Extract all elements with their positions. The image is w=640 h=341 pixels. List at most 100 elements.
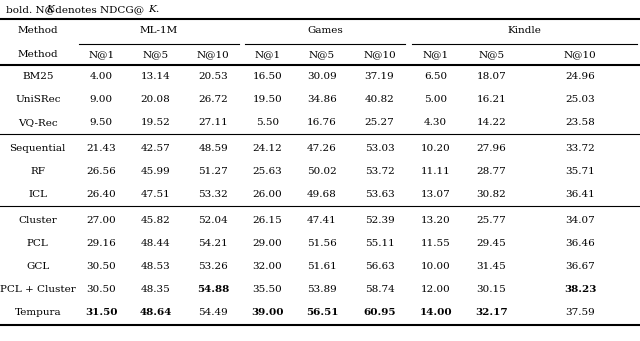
Text: 47.26: 47.26 [307,144,337,153]
Text: N@10: N@10 [363,50,396,59]
Text: 40.82: 40.82 [365,95,394,104]
Text: 36.67: 36.67 [565,262,595,271]
Text: 35.50: 35.50 [253,285,282,294]
Text: 34.07: 34.07 [565,216,595,225]
Text: 48.64: 48.64 [140,308,172,316]
Text: 28.77: 28.77 [477,167,506,176]
Text: 39.00: 39.00 [252,308,284,316]
Text: PCL: PCL [27,239,49,248]
Text: 6.50: 6.50 [424,72,447,81]
Text: 37.19: 37.19 [365,72,394,81]
Text: 24.12: 24.12 [253,144,282,153]
Text: 53.32: 53.32 [198,190,228,199]
Text: 52.39: 52.39 [365,216,394,225]
Text: 30.82: 30.82 [477,190,506,199]
Text: 9.50: 9.50 [90,118,113,127]
Text: 51.61: 51.61 [307,262,337,271]
Text: 27.00: 27.00 [86,216,116,225]
Text: 32.00: 32.00 [253,262,282,271]
Text: 42.57: 42.57 [141,144,170,153]
Text: 18.07: 18.07 [477,72,506,81]
Text: K: K [46,5,54,14]
Text: 19.52: 19.52 [141,118,170,127]
Text: 20.08: 20.08 [141,95,170,104]
Text: 10.20: 10.20 [420,144,451,153]
Text: 27.11: 27.11 [198,118,228,127]
Text: Method: Method [17,26,58,34]
Text: 25.03: 25.03 [565,95,595,104]
Text: 33.72: 33.72 [565,144,595,153]
Text: Method: Method [17,50,58,59]
Text: 56.63: 56.63 [365,262,394,271]
Text: 56.51: 56.51 [306,308,338,316]
Text: Games: Games [307,26,343,34]
Text: 13.14: 13.14 [141,72,170,81]
Text: 31.45: 31.45 [477,262,506,271]
Text: Cluster: Cluster [19,216,57,225]
Text: 26.40: 26.40 [86,190,116,199]
Text: 48.59: 48.59 [198,144,228,153]
Text: 36.41: 36.41 [565,190,595,199]
Text: 53.03: 53.03 [365,144,394,153]
Text: 55.11: 55.11 [365,239,394,248]
Text: 4.00: 4.00 [90,72,113,81]
Text: VQ-Rec: VQ-Rec [18,118,58,127]
Text: .: . [155,5,158,14]
Text: GCL: GCL [26,262,49,271]
Text: N@1: N@1 [422,50,449,59]
Text: 12.00: 12.00 [420,285,451,294]
Text: 58.74: 58.74 [365,285,394,294]
Text: 34.86: 34.86 [307,95,337,104]
Text: 48.53: 48.53 [141,262,170,271]
Text: 54.49: 54.49 [198,308,228,316]
Text: PCL + Cluster: PCL + Cluster [0,285,76,294]
Text: N@5: N@5 [309,50,335,59]
Text: 29.45: 29.45 [477,239,506,248]
Text: BM25: BM25 [22,72,54,81]
Text: 30.15: 30.15 [477,285,506,294]
Text: Sequential: Sequential [10,144,66,153]
Text: 21.43: 21.43 [86,144,116,153]
Text: 16.76: 16.76 [307,118,337,127]
Text: 48.35: 48.35 [141,285,170,294]
Text: N@10: N@10 [196,50,230,59]
Text: 54.21: 54.21 [198,239,228,248]
Text: 51.56: 51.56 [307,239,337,248]
Text: 47.41: 47.41 [307,216,337,225]
Text: N@5: N@5 [479,50,504,59]
Text: 13.07: 13.07 [420,190,451,199]
Text: bold. N@: bold. N@ [6,5,56,14]
Text: 38.23: 38.23 [564,285,596,294]
Text: 25.27: 25.27 [365,118,394,127]
Text: 49.68: 49.68 [307,190,337,199]
Text: 11.55: 11.55 [420,239,451,248]
Text: 11.11: 11.11 [420,167,451,176]
Text: 47.51: 47.51 [141,190,170,199]
Text: N@1: N@1 [88,50,114,59]
Text: 29.16: 29.16 [86,239,116,248]
Text: 19.50: 19.50 [253,95,282,104]
Text: 16.50: 16.50 [253,72,282,81]
Text: UniSRec: UniSRec [15,95,61,104]
Text: 37.59: 37.59 [565,308,595,316]
Text: 25.77: 25.77 [477,216,506,225]
Text: 27.96: 27.96 [477,144,506,153]
Text: 51.27: 51.27 [198,167,228,176]
Text: 4.30: 4.30 [424,118,447,127]
Text: ICL: ICL [28,190,47,199]
Text: 26.72: 26.72 [198,95,228,104]
Text: 9.00: 9.00 [90,95,113,104]
Text: N@5: N@5 [143,50,168,59]
Text: 5.00: 5.00 [424,95,447,104]
Text: N@10: N@10 [564,50,596,59]
Text: 53.89: 53.89 [307,285,337,294]
Text: 26.00: 26.00 [253,190,282,199]
Text: 10.00: 10.00 [420,262,451,271]
Text: 32.17: 32.17 [476,308,508,316]
Text: 25.63: 25.63 [253,167,282,176]
Text: 13.20: 13.20 [420,216,451,225]
Text: Kindle: Kindle [508,26,541,34]
Text: 48.44: 48.44 [141,239,170,248]
Text: 50.02: 50.02 [307,167,337,176]
Text: 14.00: 14.00 [419,308,452,316]
